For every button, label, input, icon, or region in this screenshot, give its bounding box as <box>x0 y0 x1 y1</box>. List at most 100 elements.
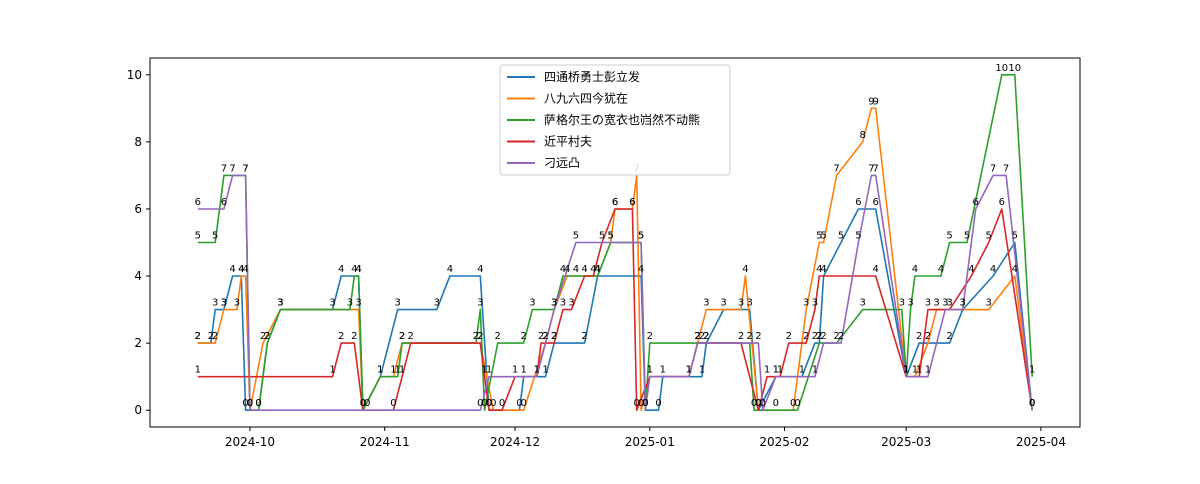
data-label: 1 <box>377 365 383 376</box>
legend-label: 萨格尔王の宽衣也岿然不动熊 <box>544 112 700 127</box>
data-label: 2 <box>694 331 700 342</box>
data-label: 2 <box>208 331 214 342</box>
data-label: 3 <box>812 298 818 309</box>
data-label: 5 <box>638 231 644 242</box>
y-tick-label: 2 <box>134 336 142 350</box>
data-label: 4 <box>590 264 596 275</box>
data-label: 0 <box>755 398 761 409</box>
data-label: 2 <box>916 331 922 342</box>
data-label: 6 <box>973 197 979 208</box>
data-label: 2 <box>755 331 761 342</box>
data-label: 1 <box>512 365 518 376</box>
data-label: 0 <box>642 398 648 409</box>
data-label: 0 <box>638 398 644 409</box>
series-layer <box>197 74 1033 412</box>
data-label: 7 <box>833 163 839 174</box>
data-label: 7 <box>242 163 248 174</box>
data-label: 0 <box>1029 398 1035 409</box>
data-label: 2 <box>703 331 709 342</box>
data-label: 1 <box>903 365 909 376</box>
data-label: 4 <box>351 264 357 275</box>
data-label: 1 <box>1029 365 1035 376</box>
data-label: 2 <box>399 331 405 342</box>
data-label: 3 <box>703 298 709 309</box>
data-label: 2 <box>838 331 844 342</box>
data-label: 1 <box>647 365 653 376</box>
data-label: 7 <box>1003 163 1009 174</box>
data-label: 4 <box>873 264 879 275</box>
data-label: 4 <box>573 264 579 275</box>
data-label: 1 <box>903 365 909 376</box>
x-tick-label: 2025-04 <box>1016 435 1066 449</box>
data-label: 0 <box>499 398 505 409</box>
data-label: 2 <box>946 331 952 342</box>
legend-label: 八九六四今犹在 <box>544 91 628 106</box>
data-label: 6 <box>999 197 1005 208</box>
data-label: 6 <box>873 197 879 208</box>
data-label: 5 <box>986 231 992 242</box>
data-label: 0 <box>364 398 370 409</box>
data-label: 3 <box>221 298 227 309</box>
data-label: 0 <box>773 398 779 409</box>
data-label: 3 <box>986 298 992 309</box>
data-label: 1 <box>773 365 779 376</box>
data-label: 6 <box>221 197 227 208</box>
data-label: 2 <box>694 331 700 342</box>
data-label: 3 <box>221 298 227 309</box>
data-label: 1 <box>481 365 487 376</box>
data-label: 0 <box>247 398 253 409</box>
data-label: 5 <box>573 231 579 242</box>
data-label: 1 <box>777 365 783 376</box>
data-label: 1 <box>916 365 922 376</box>
data-label: 1 <box>912 365 918 376</box>
data-label: 4 <box>564 264 570 275</box>
data-label: 6 <box>855 197 861 208</box>
data-label: 4 <box>594 264 600 275</box>
x-tick-label: 2024-10 <box>225 435 275 449</box>
data-label: 4 <box>238 264 244 275</box>
data-label: 2 <box>538 331 544 342</box>
data-label: 6 <box>612 197 618 208</box>
data-label: 4 <box>238 264 244 275</box>
data-label: 0 <box>360 398 366 409</box>
data-label: 6 <box>612 197 618 208</box>
x-tick-label: 2025-03 <box>881 435 931 449</box>
data-label: 0 <box>486 398 492 409</box>
data-label: 3 <box>942 298 948 309</box>
data-label: 3 <box>434 298 440 309</box>
data-label: 2 <box>786 331 792 342</box>
data-label: 0 <box>1029 398 1035 409</box>
y-tick-label: 4 <box>134 269 142 283</box>
data-label: 1 <box>764 365 770 376</box>
data-label: 0 <box>360 398 366 409</box>
data-label: 3 <box>551 298 557 309</box>
x-tick-label: 2024-11 <box>360 435 410 449</box>
data-label: 1 <box>686 365 692 376</box>
data-label: 2 <box>399 331 405 342</box>
data-label: 3 <box>738 298 744 309</box>
data-label: 3 <box>329 298 335 309</box>
plot-frame <box>149 57 1081 428</box>
data-label: 0 <box>360 398 366 409</box>
data-label: 1 <box>799 365 805 376</box>
data-label: 1 <box>377 365 383 376</box>
data-label: 3 <box>560 298 566 309</box>
data-label: 4 <box>338 264 344 275</box>
data-label: 3 <box>477 298 483 309</box>
data-label: 4 <box>912 264 918 275</box>
data-label: 5 <box>599 231 605 242</box>
legend-label: 刁远凸 <box>544 156 580 170</box>
data-label: 1 <box>903 365 909 376</box>
data-label: 4 <box>938 264 944 275</box>
data-label: 5 <box>855 231 861 242</box>
data-label: 6 <box>195 197 201 208</box>
data-label: 2 <box>495 331 501 342</box>
data-label: 0 <box>490 398 496 409</box>
y-tick-label: 6 <box>134 202 142 216</box>
data-label: 1 <box>647 365 653 376</box>
data-label: 3 <box>277 298 283 309</box>
data-label: 0 <box>1029 398 1035 409</box>
data-label: 4 <box>447 264 453 275</box>
data-label: 1 <box>686 365 692 376</box>
